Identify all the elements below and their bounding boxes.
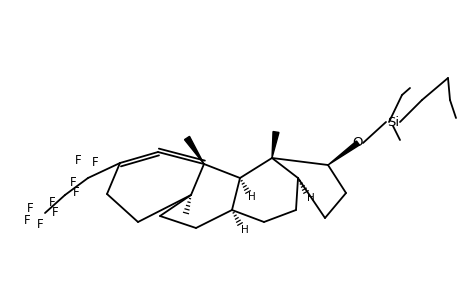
Text: F: F [69, 176, 76, 190]
Polygon shape [327, 141, 358, 165]
Text: F: F [74, 154, 81, 167]
Text: Si: Si [386, 116, 398, 128]
Text: F: F [73, 187, 79, 200]
Text: H: H [247, 192, 255, 202]
Text: F: F [91, 157, 98, 169]
Polygon shape [184, 136, 203, 164]
Text: H: H [307, 193, 314, 203]
Text: F: F [37, 218, 43, 232]
Text: F: F [23, 214, 30, 226]
Text: F: F [49, 196, 55, 209]
Text: F: F [27, 202, 33, 214]
Text: F: F [51, 206, 58, 218]
Text: O: O [352, 136, 363, 149]
Text: H: H [241, 225, 248, 235]
Polygon shape [271, 131, 278, 158]
